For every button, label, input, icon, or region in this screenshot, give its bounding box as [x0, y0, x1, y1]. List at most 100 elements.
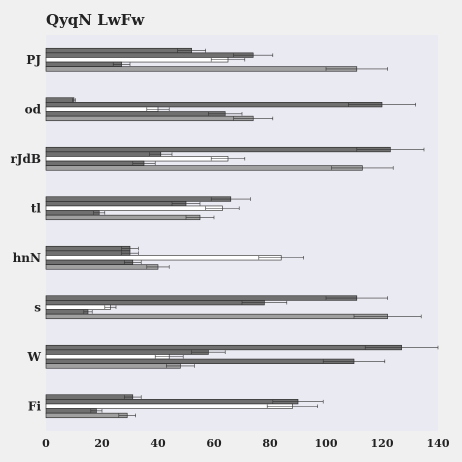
- error-bar: [118, 413, 136, 418]
- bar: [45, 205, 223, 211]
- bar: [45, 196, 232, 202]
- bar: [45, 309, 89, 315]
- x-tick-label: 100: [315, 437, 338, 450]
- error-bar: [146, 265, 170, 269]
- error-bar: [171, 201, 201, 206]
- error-bar: [185, 215, 215, 220]
- bar: [45, 304, 111, 310]
- x-tick-label: 0: [42, 437, 50, 450]
- error-bar: [149, 152, 173, 156]
- error-bar: [93, 211, 106, 215]
- error-bars-layer: [72, 48, 439, 418]
- bar: [45, 57, 229, 63]
- bar: [45, 66, 358, 72]
- category-labels: PJ od rJdB tl hnN s W Fi: [10, 53, 41, 414]
- error-bar: [331, 166, 394, 170]
- bar: [45, 156, 229, 162]
- bar: [45, 412, 128, 419]
- error-bar: [322, 359, 386, 364]
- error-bar: [266, 404, 318, 409]
- error-bar: [272, 399, 324, 404]
- bar: [45, 408, 97, 414]
- bar: [45, 47, 192, 54]
- bar: [45, 399, 299, 405]
- error-bar: [124, 395, 142, 399]
- error-bar: [348, 102, 416, 107]
- error-bar: [146, 107, 170, 112]
- bar: [45, 214, 201, 221]
- bar: [45, 160, 145, 166]
- bar: [45, 300, 265, 306]
- x-tick-label: 140: [427, 437, 450, 450]
- category-label: Fi: [28, 399, 42, 413]
- category-label: s: [34, 300, 41, 314]
- error-bar: [364, 345, 439, 350]
- bar: [45, 363, 181, 369]
- bar: [45, 210, 100, 216]
- bar: [45, 358, 355, 364]
- x-tick-label: 120: [371, 437, 394, 450]
- plot-area: [46, 35, 438, 431]
- error-bar: [241, 300, 288, 305]
- error-bar: [72, 98, 76, 102]
- bar: [45, 106, 159, 112]
- bar: [45, 344, 402, 351]
- category-label: hnN: [13, 251, 41, 265]
- bar: [45, 245, 131, 252]
- category-label: tl: [31, 201, 42, 215]
- error-bar: [112, 62, 131, 67]
- error-bar: [356, 147, 425, 152]
- error-bar: [177, 48, 206, 53]
- bar: [45, 264, 159, 270]
- error-bar: [233, 53, 274, 57]
- error-bar: [233, 116, 274, 121]
- error-bar: [104, 305, 117, 310]
- error-bar: [210, 57, 246, 62]
- bar: [45, 313, 388, 320]
- x-axis-ticks: 0 20 40 60 80 100 120 140: [42, 437, 450, 450]
- bar: [45, 102, 383, 108]
- bar: [45, 111, 226, 117]
- error-bar: [83, 310, 93, 314]
- bar: [45, 295, 358, 301]
- category-label: W: [27, 350, 42, 364]
- error-bar: [210, 156, 246, 161]
- bar: [45, 250, 131, 256]
- error-bar: [353, 314, 422, 319]
- bar: [45, 201, 187, 207]
- error-bar: [258, 255, 304, 260]
- bar: [45, 259, 134, 265]
- bar: [45, 403, 293, 409]
- error-bar: [325, 67, 388, 71]
- bar: [45, 354, 170, 360]
- error-bar: [325, 296, 388, 300]
- error-bar: [191, 350, 226, 354]
- bar: [45, 61, 122, 67]
- error-bar: [124, 260, 142, 265]
- error-bar: [90, 409, 103, 413]
- bar: [45, 151, 162, 157]
- x-tick-label: 40: [150, 437, 166, 450]
- bar: [45, 97, 75, 103]
- error-bar: [154, 354, 184, 359]
- error-bar: [132, 161, 156, 166]
- chart-title: QyqN LwFw: [46, 11, 145, 29]
- error-bar: [210, 197, 251, 201]
- bar: [45, 146, 391, 153]
- error-bar: [166, 364, 195, 368]
- bar: [45, 52, 254, 58]
- bar: [45, 349, 209, 355]
- error-bar: [121, 251, 139, 255]
- error-bar: [208, 112, 243, 116]
- x-tick-label: 20: [94, 437, 110, 450]
- category-label: rJdB: [10, 152, 41, 166]
- x-tick-label: 80: [262, 437, 278, 450]
- bar: [45, 394, 134, 400]
- category-label: od: [25, 102, 42, 116]
- error-bar: [205, 206, 240, 211]
- error-bar: [121, 246, 139, 251]
- x-tick-label: 60: [206, 437, 222, 450]
- bar: [45, 115, 254, 122]
- category-label: PJ: [26, 53, 41, 67]
